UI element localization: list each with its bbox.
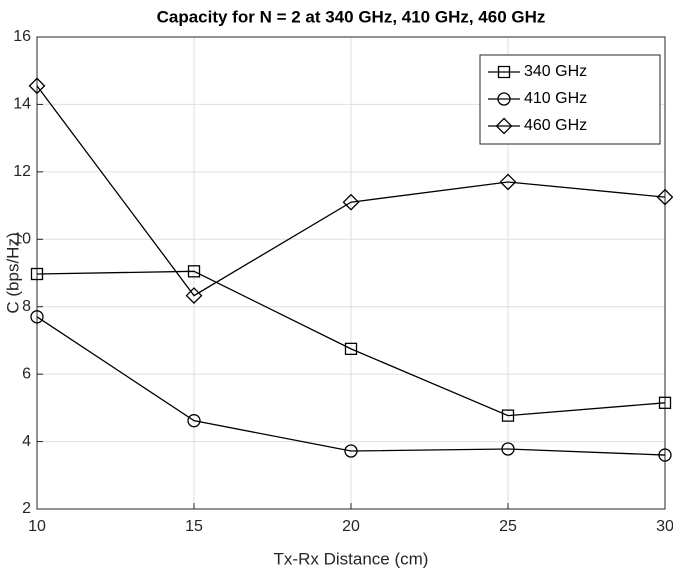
- marker: [185, 287, 203, 305]
- x-tick-label: 25: [499, 518, 517, 535]
- marker: [344, 444, 358, 458]
- marker: [187, 414, 201, 428]
- marker: [658, 448, 672, 462]
- marker: [30, 267, 44, 281]
- marker: [28, 77, 46, 95]
- marker: [187, 265, 201, 278]
- y-tick-label: 6: [22, 365, 31, 382]
- y-tick-label: 2: [22, 500, 31, 517]
- marker: [30, 310, 44, 324]
- x-tick-label: 10: [28, 518, 46, 535]
- series-line: [36, 270, 666, 417]
- marker: [497, 92, 511, 106]
- marker: [501, 442, 515, 456]
- x-tick-label: 30: [656, 518, 673, 535]
- x-axis-label: Tx-Rx Distance (cm): [274, 549, 429, 568]
- marker: [499, 173, 517, 191]
- y-tick-label: 4: [22, 433, 31, 450]
- legend-label: 410 GHz: [524, 90, 587, 107]
- y-tick-label: 10: [13, 231, 31, 248]
- y-tick-label: 12: [13, 163, 31, 180]
- marker: [342, 193, 360, 211]
- x-tick-label: 15: [185, 518, 203, 535]
- marker: [344, 342, 358, 356]
- marker: [658, 396, 672, 409]
- marker: [501, 409, 515, 422]
- chart-title: Capacity for N = 2 at 340 GHz, 410 GHz, …: [157, 7, 546, 26]
- y-tick-label: 14: [13, 96, 31, 113]
- legend-label: 340 GHz: [524, 63, 587, 80]
- y-axis-label: C (bps/Hz): [3, 232, 22, 313]
- y-tick-label: 16: [13, 28, 31, 45]
- y-tick-label: 8: [22, 298, 31, 315]
- x-tick-label: 20: [342, 518, 360, 535]
- marker: [495, 117, 513, 135]
- plot-frame: [36, 36, 666, 510]
- series-line: [36, 85, 666, 297]
- marker: [497, 65, 511, 79]
- legend-label: 460 GHz: [524, 117, 587, 134]
- series-line: [36, 316, 666, 456]
- marker: [656, 188, 673, 206]
